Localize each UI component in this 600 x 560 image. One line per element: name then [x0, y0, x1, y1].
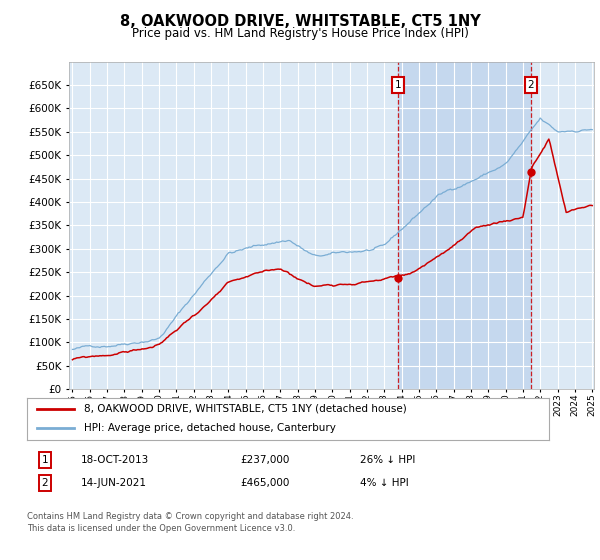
Text: 8, OAKWOOD DRIVE, WHITSTABLE, CT5 1NY (detached house): 8, OAKWOOD DRIVE, WHITSTABLE, CT5 1NY (d… [85, 404, 407, 414]
Text: 1: 1 [395, 80, 401, 90]
Text: £237,000: £237,000 [240, 455, 289, 465]
Text: 14-JUN-2021: 14-JUN-2021 [81, 478, 147, 488]
Text: 2: 2 [41, 478, 49, 488]
Text: 18-OCT-2013: 18-OCT-2013 [81, 455, 149, 465]
Text: Price paid vs. HM Land Registry's House Price Index (HPI): Price paid vs. HM Land Registry's House … [131, 27, 469, 40]
Text: 26% ↓ HPI: 26% ↓ HPI [360, 455, 415, 465]
Text: £465,000: £465,000 [240, 478, 289, 488]
Text: Contains HM Land Registry data © Crown copyright and database right 2024.
This d: Contains HM Land Registry data © Crown c… [27, 512, 353, 533]
Text: 4% ↓ HPI: 4% ↓ HPI [360, 478, 409, 488]
Text: HPI: Average price, detached house, Canterbury: HPI: Average price, detached house, Cant… [85, 423, 336, 433]
Bar [398, 62, 531, 389]
Text: 1: 1 [41, 455, 49, 465]
Text: 8, OAKWOOD DRIVE, WHITSTABLE, CT5 1NY: 8, OAKWOOD DRIVE, WHITSTABLE, CT5 1NY [119, 14, 481, 29]
Text: 2: 2 [527, 80, 534, 90]
